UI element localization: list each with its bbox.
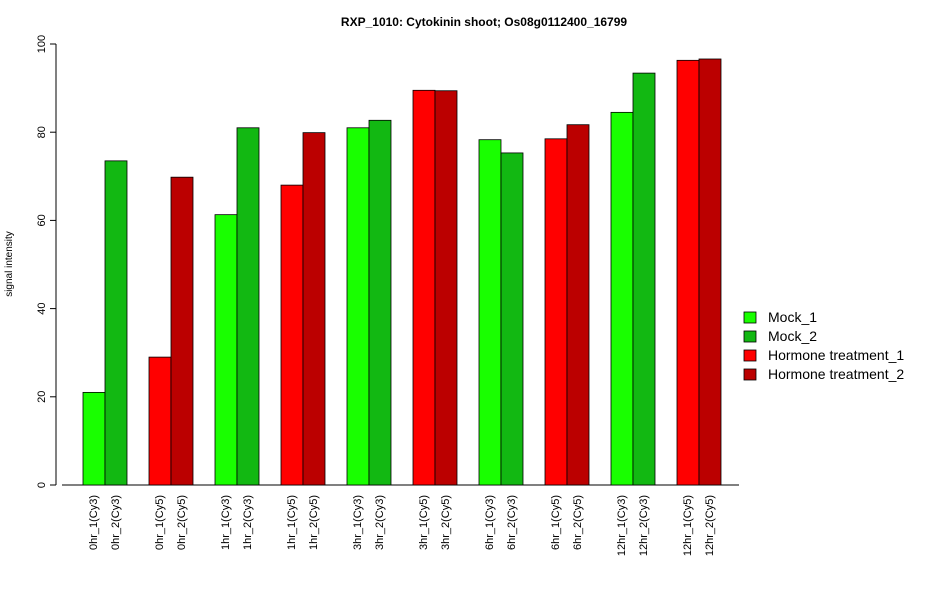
- bar: [148, 356, 172, 486]
- x-tick-label: 12hr_1(Cy3): [616, 495, 628, 556]
- y-tick-label: 0: [36, 482, 48, 488]
- legend-swatch: [743, 349, 757, 362]
- bar: [500, 152, 524, 486]
- y-tick-label: 80: [36, 126, 48, 138]
- bar: [236, 127, 260, 486]
- bar: [280, 184, 304, 486]
- legend-label: Hormone treatment_1: [768, 347, 904, 363]
- bar: [544, 138, 568, 486]
- bar: [214, 214, 238, 486]
- x-tick-label: 6hr_2(Cy3): [506, 495, 518, 550]
- x-tick-label: 1hr_2(Cy3): [242, 495, 254, 550]
- x-tick-label: 0hr_1(Cy5): [154, 495, 166, 550]
- legend-swatch: [743, 311, 757, 324]
- x-tick-label: 0hr_2(Cy3): [110, 495, 122, 550]
- bar: [346, 127, 370, 486]
- bar: [478, 139, 502, 486]
- x-tick-label: 0hr_1(Cy3): [88, 495, 100, 550]
- chart-title: RXP_1010: Cytokinin shoot; Os08g0112400_…: [341, 15, 627, 29]
- bar: [676, 59, 700, 486]
- x-tick-label: 6hr_1(Cy5): [550, 495, 562, 550]
- bar: [170, 176, 194, 486]
- bar: [302, 132, 326, 486]
- x-tick-label: 12hr_1(Cy5): [682, 495, 694, 556]
- y-tick-label: 100: [36, 35, 48, 53]
- x-tick-label: 3hr_2(Cy5): [440, 495, 452, 550]
- legend-swatch: [743, 330, 757, 343]
- x-tick-label: 12hr_2(Cy3): [638, 495, 650, 556]
- y-tick-label: 60: [36, 214, 48, 226]
- legend-label: Mock_2: [768, 328, 817, 344]
- bar: [412, 89, 436, 486]
- legend: Mock_1 Mock_2 Hormone treatment_1 Hormone t…: [743, 309, 904, 382]
- bar: [104, 160, 128, 486]
- x-tick-label: 3hr_2(Cy3): [374, 495, 386, 550]
- y-axis-label: signal intensity: [4, 231, 15, 297]
- x-tick-label: 12hr_2(Cy5): [704, 495, 716, 556]
- y-tick-label: 40: [36, 302, 48, 314]
- bar: [434, 90, 458, 486]
- legend-label: Mock_1: [768, 309, 817, 325]
- bar: [632, 72, 656, 486]
- y-tick-label: 20: [36, 391, 48, 403]
- plot-area: 0 20 40 60 80 100 0hr_1(Cy3) 0hr_2(Cy3) 0hr_1(Cy…: [36, 35, 739, 556]
- x-tick-label: 6hr_2(Cy5): [572, 495, 584, 550]
- bar: [566, 124, 590, 486]
- x-tick-label: 1hr_1(Cy3): [220, 495, 232, 550]
- x-tick-label: 0hr_2(Cy5): [176, 495, 188, 550]
- legend-label: Hormone treatment_2: [768, 366, 904, 382]
- bar: [82, 391, 106, 486]
- bar: [368, 119, 392, 486]
- legend-swatch: [743, 368, 757, 381]
- x-tick-label: 1hr_2(Cy5): [308, 495, 320, 550]
- x-tick-label: 3hr_1(Cy5): [418, 495, 430, 550]
- x-tick-label: 1hr_1(Cy5): [286, 495, 298, 550]
- x-tick-label: 6hr_1(Cy3): [484, 495, 496, 550]
- x-tick-label: 3hr_1(Cy3): [352, 495, 364, 550]
- bar: [610, 111, 634, 486]
- bar: [698, 58, 722, 486]
